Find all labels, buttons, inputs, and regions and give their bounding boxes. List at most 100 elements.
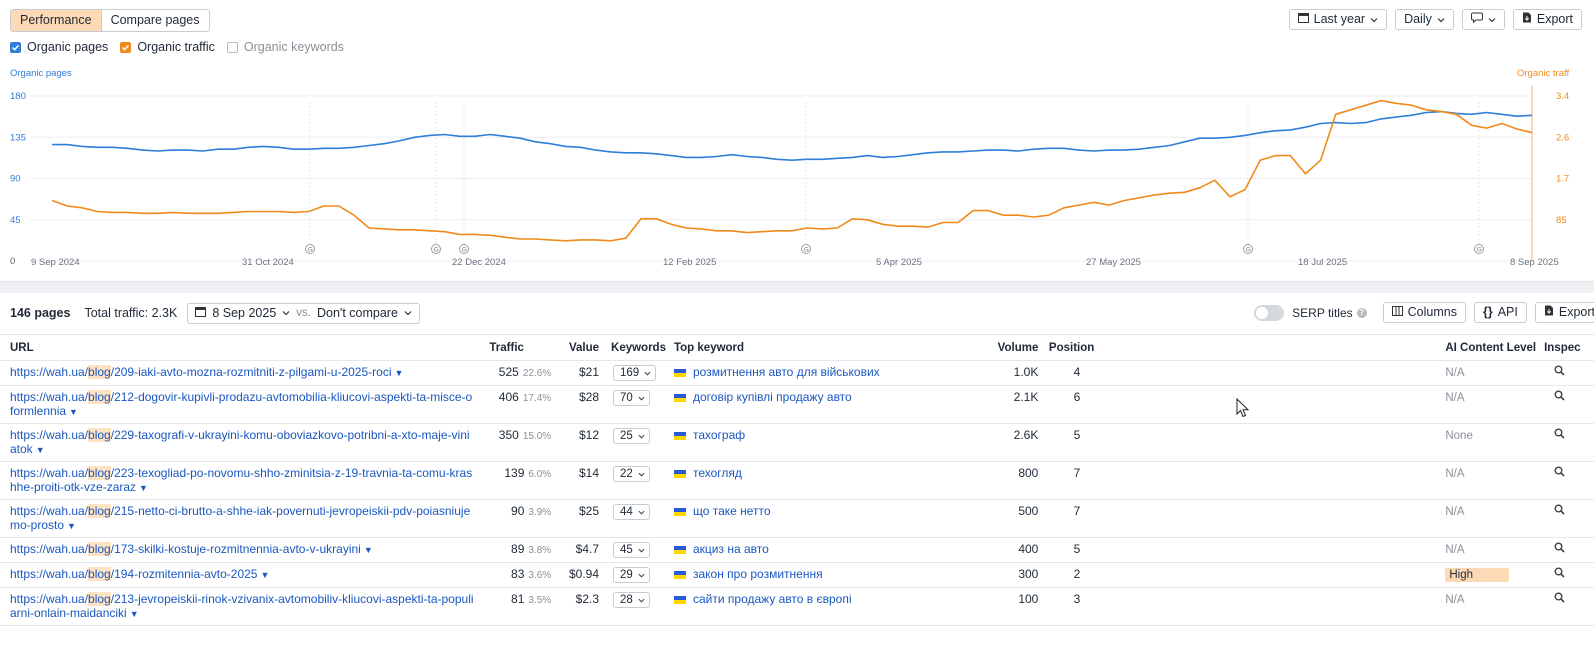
table-row: https://wah.ua/blog/229-taxografi-v-ukra…: [0, 423, 1594, 462]
search-icon[interactable]: [1554, 365, 1565, 376]
col-keywords[interactable]: Keywords: [603, 334, 670, 361]
api-label: API: [1497, 305, 1518, 319]
top-keyword-link[interactable]: розмитнення авто для військових: [692, 365, 880, 379]
keywords-dropdown[interactable]: 70: [613, 390, 650, 406]
position-cell: 4: [1042, 360, 1099, 386]
url-dropdown-icon[interactable]: ▼: [363, 545, 373, 555]
vs-label: vs.: [296, 307, 311, 319]
serp-titles-toggle[interactable]: [1254, 304, 1285, 321]
spacer-cell: [1098, 360, 1438, 386]
google-update-letter: G: [462, 247, 467, 254]
organic-keywords-toggle[interactable]: Organic keywords: [226, 40, 344, 54]
checkbox-checked-icon: [10, 41, 21, 53]
tab-performance[interactable]: Performance: [11, 10, 102, 31]
spacer-cell: [1098, 587, 1438, 626]
ukraine-flag-icon: [673, 570, 686, 579]
keywords-dropdown[interactable]: 25: [613, 428, 650, 444]
keywords-dropdown[interactable]: 29: [613, 567, 650, 583]
traffic-share: 3.5%: [528, 595, 552, 606]
col-ai-content-level[interactable]: AI Content Level: [1437, 334, 1541, 361]
url-dropdown-icon[interactable]: ▼: [67, 521, 76, 531]
search-icon[interactable]: [1554, 542, 1565, 553]
top-keyword-cell: тахограф: [669, 423, 977, 462]
col-value[interactable]: Value: [555, 334, 604, 361]
organic-pages-toggle[interactable]: Organic pages: [10, 40, 108, 54]
page-url-link[interactable]: https://wah.ua/blog/194-rozmitennia-avto…: [10, 567, 257, 581]
help-icon[interactable]: ?: [1356, 307, 1367, 318]
tab-compare-pages[interactable]: Compare pages: [101, 10, 209, 31]
export-chart-button[interactable]: Export: [1512, 9, 1582, 30]
search-icon[interactable]: [1554, 592, 1565, 603]
google-update-icon: [459, 244, 469, 254]
keywords-dropdown[interactable]: 44: [613, 504, 650, 520]
page-url-link[interactable]: https://wah.ua/blog/173-skilki-kostuje-r…: [10, 542, 361, 556]
col-top-keyword[interactable]: Top keyword: [669, 334, 977, 361]
traffic-value: 89: [511, 542, 525, 556]
search-icon[interactable]: [1554, 567, 1565, 578]
keywords-dropdown[interactable]: 22: [613, 466, 650, 482]
top-keyword-link[interactable]: що таке нетто: [692, 504, 771, 518]
ai-level-value: N/A: [1445, 468, 1465, 480]
col-inspect[interactable]: Inspec: [1540, 334, 1594, 361]
col-position[interactable]: Position: [1042, 334, 1099, 361]
top-keyword-link[interactable]: сайти продажу авто в європі: [692, 592, 852, 606]
x-tick-label: 31 Oct 2024: [242, 257, 294, 268]
ai-level-cell: N/A: [1437, 537, 1541, 563]
organic-traffic-toggle[interactable]: Organic traffic: [120, 40, 215, 54]
url-dropdown-icon[interactable]: ▼: [260, 570, 270, 580]
url-dropdown-icon[interactable]: ▼: [394, 368, 404, 378]
chevron-down-icon: [638, 598, 645, 603]
top-keyword-link[interactable]: техогляд: [692, 466, 742, 480]
organic-pages-label: Organic pages: [27, 40, 109, 54]
ai-level-cell: N/A: [1437, 587, 1541, 626]
col-url[interactable]: URL: [0, 334, 480, 361]
interval-dropdown[interactable]: Daily: [1395, 9, 1454, 30]
ukraine-flag-icon: [673, 595, 686, 604]
date-compare-picker[interactable]: 8 Sep 2025 vs. Don't compare: [187, 302, 420, 324]
columns-icon: [1391, 303, 1403, 322]
keywords-dropdown[interactable]: 45: [613, 542, 650, 558]
value-cell: $4.7: [555, 537, 604, 563]
top-keyword-link[interactable]: тахограф: [692, 428, 746, 442]
url-dropdown-icon[interactable]: ▼: [35, 445, 45, 455]
chart-canvas[interactable]: 180 3.4 135 2.6 90 1.7 45 85 0 9 Sep 2024 31 Oct 2…: [0, 62, 1594, 272]
col-volume[interactable]: Volume: [976, 334, 1043, 361]
search-icon[interactable]: [1554, 504, 1565, 515]
api-button[interactable]: {} API: [1473, 302, 1527, 323]
page-url-link[interactable]: https://wah.ua/blog/209-iaki-avto-mozna-…: [10, 365, 392, 379]
table-row: https://wah.ua/blog/213-jevropeiskii-rin…: [0, 587, 1594, 626]
top-keyword-cell: розмитнення авто для військових: [669, 360, 977, 386]
search-icon[interactable]: [1554, 466, 1565, 477]
keywords-dropdown[interactable]: 28: [613, 592, 650, 608]
url-prefix: https://wah.ua/: [10, 390, 89, 404]
page-url-link[interactable]: https://wah.ua/blog/212-dogovir-kupivli-…: [10, 390, 472, 418]
chevron-down-icon: [1370, 16, 1378, 24]
columns-button[interactable]: Columns: [1382, 302, 1466, 323]
top-keyword-cell: техогляд: [669, 461, 977, 500]
traffic-share: 6.0%: [528, 469, 552, 480]
url-dropdown-icon[interactable]: ▼: [69, 407, 78, 417]
url-dropdown-icon[interactable]: ▼: [129, 609, 139, 619]
page-url-link[interactable]: https://wah.ua/blog/215-netto-ci-brutto-…: [10, 504, 470, 532]
url-dropdown-icon[interactable]: ▼: [139, 483, 148, 493]
url-cell: https://wah.ua/blog/209-iaki-avto-mozna-…: [0, 360, 480, 386]
checkbox-checked-icon: [120, 41, 132, 53]
page-url-link[interactable]: https://wah.ua/blog/229-taxografi-v-ukra…: [10, 428, 470, 456]
search-icon[interactable]: [1554, 428, 1565, 439]
top-keyword-link[interactable]: закон про розмитнення: [692, 567, 823, 581]
export-icon: [1522, 10, 1532, 29]
calendar-icon: [1297, 10, 1309, 29]
annotations-dropdown[interactable]: [1461, 9, 1505, 30]
col-traffic[interactable]: Traffic: [479, 334, 556, 361]
export-table-button[interactable]: Export: [1534, 302, 1594, 323]
page-url-link[interactable]: https://wah.ua/blog/223-texogliad-po-nov…: [10, 466, 472, 494]
date-range-dropdown[interactable]: Last year: [1288, 9, 1388, 30]
traffic-value: 139: [504, 466, 525, 480]
page-url-link[interactable]: https://wah.ua/blog/213-jevropeiskii-rin…: [10, 592, 474, 620]
top-keyword-link[interactable]: акциз на авто: [692, 542, 769, 556]
top-keyword-link[interactable]: договір купівлі продажу авто: [692, 390, 852, 404]
ukraine-flag-icon: [673, 431, 686, 440]
search-icon[interactable]: [1554, 390, 1565, 401]
keywords-dropdown[interactable]: 169: [613, 365, 657, 381]
traffic-share: 3.9%: [528, 507, 552, 518]
